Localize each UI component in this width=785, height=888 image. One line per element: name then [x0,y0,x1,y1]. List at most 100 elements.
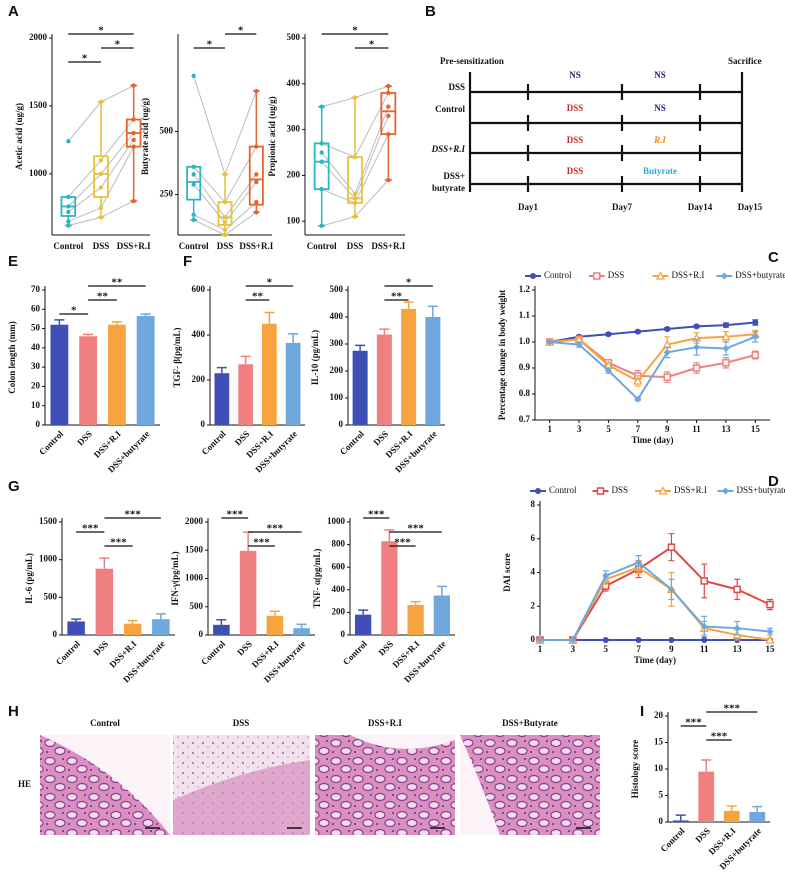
pair-line [225,91,256,174]
point [99,100,103,104]
pair-line [68,208,101,222]
y-tick-label: 0 [659,816,664,826]
stain-label: HE [18,779,31,789]
histology-label: DSS+Butyrate [502,718,558,728]
legend-marker [594,273,600,279]
y-tick-label: 10 [31,400,41,410]
marker [734,625,741,632]
histology-label: DSS [233,718,250,728]
marker [635,329,641,335]
bar [381,541,397,635]
cell-label: NS [654,103,666,113]
point [353,196,357,200]
marker [723,360,729,366]
legend-marker [598,488,604,494]
error-bar [141,314,151,316]
significance-label: *** [407,523,424,535]
marker [664,374,670,380]
y-tick-label: 1000 [29,168,48,178]
marker [723,322,729,328]
significance-label: ** [391,291,403,303]
x-tick-label: 9 [665,424,670,434]
marker [722,333,729,340]
bar [124,624,142,635]
y-tick-label: 1.1 [519,310,531,320]
pair-line [68,102,101,141]
y-tick-label: 20 [654,710,664,720]
point [131,138,135,142]
panel-label: E [8,253,18,270]
legend-marker [657,273,664,280]
point [254,180,258,184]
marker [693,344,700,351]
pair-line [225,174,256,217]
point [191,172,195,176]
point [191,74,195,78]
cell-label: NS [654,70,666,80]
x-tick-label: 3 [577,424,582,434]
significance-label: ** [252,291,264,303]
y-tick-label: 1000 [185,573,204,583]
bar [262,324,277,425]
x-tick-label: Control [199,638,228,667]
significance-label: *** [124,509,141,521]
point [99,172,103,176]
phase-label: Pre-sensitization [440,56,504,66]
x-tick-label: Control [658,825,687,854]
bar [353,351,368,425]
error-bar [288,334,298,343]
legend-marker [530,273,536,279]
point [386,114,390,118]
error-bar [404,302,414,309]
y-tick-label: 2000 [29,32,48,42]
significance-label: * [207,39,213,51]
y-axis-title: Colon length (mm) [7,321,17,394]
marker [701,578,707,584]
x-tick-label: DSS [93,241,110,251]
legend-label: DSS+butyrate [735,270,785,280]
x-tick-label: DSS+R.I [117,241,151,251]
x-tick-label: 11 [692,424,701,434]
day-label: Day14 [688,202,713,212]
y-tick-label: 1500 [39,516,58,526]
pair-line [322,153,355,194]
row-label: butyrate [432,183,465,193]
pair-line [355,86,388,97]
bar [67,621,85,635]
y-tick-label: 10 [654,763,664,773]
day-label: Day15 [738,202,763,212]
bar [355,615,371,635]
point [254,172,258,176]
y-tick-label: 40 [31,342,41,352]
y-axis-title: DAI score [502,553,512,592]
marker [694,323,700,329]
error-bar [243,532,253,551]
y-tick-label: 500 [160,126,174,136]
y-tick-label: 15 [654,737,664,747]
error-bar [437,586,447,595]
y-tick-label: 60 [31,303,41,313]
significance-label: * [352,25,358,37]
legend-marker [722,488,729,495]
error-bar [701,760,711,772]
point [319,159,323,163]
point [254,200,258,204]
bar [293,628,310,635]
x-tick-label: Control [200,428,229,457]
y-tick-label: 1.2 [519,284,531,294]
y-axis-title: IL-10 (pg/mL) [310,330,320,385]
y-tick-label: 200 [192,374,206,384]
pair-line [194,167,225,202]
point [319,105,323,109]
y-tick-label: 400 [287,78,301,88]
y-tick-label: 0 [531,634,536,644]
significance-label: * [406,277,412,289]
significance-label: ** [97,291,109,303]
point [353,192,357,196]
error-bar [752,807,762,812]
cell-label: NS [569,70,581,80]
